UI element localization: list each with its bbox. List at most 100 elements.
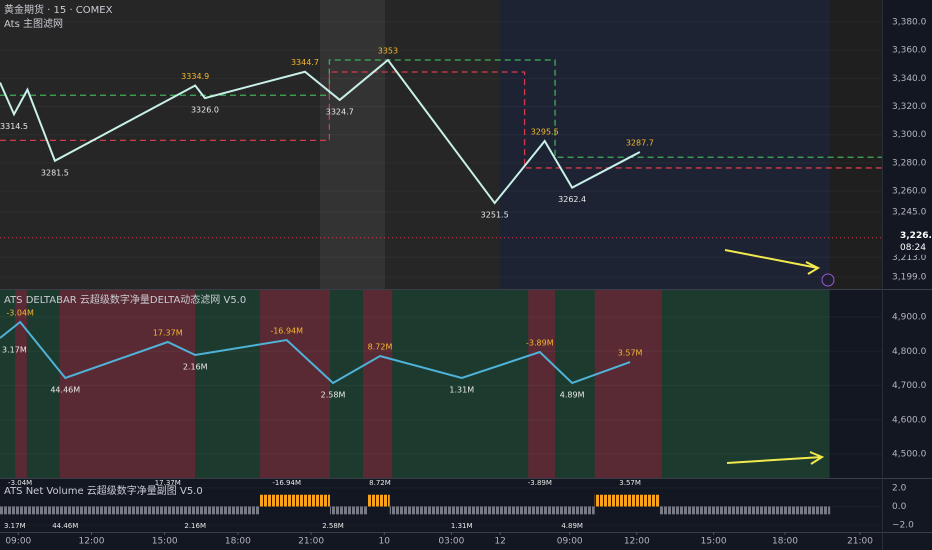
low-label: 2.58M [321,391,346,400]
high-label: 3353 [378,47,398,56]
top-label: 8.72M [369,479,391,487]
net-volume-bars [389,506,595,515]
zone [362,290,393,478]
high-label: 8.72M [368,343,393,352]
x-tick-label: 12 [494,537,505,547]
net-volume-bars [329,506,368,515]
y-tick-label: 3,245.0 [892,208,927,218]
high-label: 3287.7 [626,139,654,148]
bottom-label: 1.31M [451,522,473,530]
zone [59,290,196,478]
x-tick-label: 09:00 [557,537,583,547]
bottom-label: 2.16M [184,522,206,530]
high-label: -16.94M [270,327,303,336]
net-volume-bars [659,506,831,515]
annotation-arrow [726,451,825,465]
session-bg [830,0,882,289]
annotation-arrow [724,249,821,275]
y-tick-label: 4,700.0 [892,381,927,391]
pane-title: ATS Net Volume 云超级数字净量副图 V5.0 [4,484,203,497]
x-tick-label: 21:00 [847,537,873,547]
y-tick-label: 3,360.0 [892,46,927,56]
low-label: 2.16M [183,363,208,372]
y-tick-label: 3,213.0 [892,253,927,263]
chart-subtitle: Ats 主图滤网 [4,17,63,30]
high-label: 17.37M [153,329,183,338]
y-tick-label: 3,320.0 [892,102,927,112]
y-tick-label: 3,199.0 [892,273,927,283]
x-tick-label: 15:00 [701,537,727,547]
top-label: -3.89M [528,479,552,487]
countdown: 08:24 [900,243,926,253]
zone [528,290,556,478]
zone [15,290,27,478]
y-tick-label: 2.0 [892,483,907,493]
low-label: 3281.5 [41,168,69,177]
y-tick-label: 4,600.0 [892,415,927,425]
x-tick-label: 18:00 [772,537,798,547]
y-tick-label: 3,280.0 [892,158,927,168]
zone [259,290,330,478]
y-tick-label: 3,380.0 [892,17,927,27]
low-label: 3326.0 [191,106,219,115]
high-label: -3.04M [6,308,34,317]
chart-title: 黄金期货 · 15 · COMEX [4,3,113,16]
x-tick-label: 15:00 [152,537,178,547]
low-label: 44.46M [50,386,80,395]
y-tick-label: 0.0 [892,502,907,512]
high-label: 3295.5 [531,128,559,137]
level-line [0,71,882,169]
x-tick-label: 10 [379,537,391,547]
y-tick-label: 4,500.0 [892,450,927,460]
net-volume-bars [367,494,390,507]
x-tick-label: 12:00 [624,537,650,547]
low-label: 3.17M [2,345,27,354]
pane-title: ATS DELTABAR 云超级数字净量DELTA动态滤网 V5.0 [4,293,246,306]
net-volume-bars [259,494,330,507]
zone [594,290,662,478]
y-tick-label: −2.0 [892,521,914,531]
high-label: 3.57M [618,349,643,358]
top-label: -3.04M [8,479,32,487]
y-tick-label: 4,800.0 [892,347,927,357]
y-tick-label: 3,340.0 [892,74,927,84]
x-tick-label: 18:00 [225,537,251,547]
top-label: 17.37M [155,479,181,487]
high-label: 3334.9 [181,72,209,81]
session-bg [500,0,830,289]
x-tick-label: 21:00 [298,537,324,547]
x-tick-label: 12:00 [79,537,105,547]
low-label: 3314.5 [0,122,28,131]
x-tick-label: 03:00 [438,537,464,547]
last-price-label: 3,226.9 [900,231,932,241]
y-tick-label: 3,300.0 [892,130,927,140]
session-bg [385,0,500,289]
plot-layer: 3,199.0 3,213.0 3,245.0 3,260.0 3,280.0 3,300… [0,17,932,547]
net-volume-bars [594,494,660,507]
zigzag-line [0,58,641,205]
x-tick-label: 09:00 [5,537,31,547]
y-tick-label: 4,900.0 [892,312,927,322]
session-bg [320,0,385,289]
high-label: -3.89M [526,339,554,348]
low-label: 3251.5 [481,211,509,220]
alert-icon[interactable] [821,273,835,287]
high-label: 3344.7 [291,58,319,67]
bottom-label: 4.89M [561,522,583,530]
bottom-label: 2.58M [322,522,344,530]
low-label: 3262.4 [558,195,586,204]
level-line [0,59,882,158]
y-tick-label: 3,260.0 [892,187,927,197]
bottom-label: 44.46M [52,522,78,530]
top-label: 3.57M [619,479,641,487]
zigzag-line [0,320,631,385]
session-bg [0,0,320,289]
bottom-label: 3.17M [4,522,26,530]
low-label: 3324.7 [326,107,354,116]
top-label: -16.94M [272,479,301,487]
last-price-tag [883,228,931,255]
low-label: 4.89M [560,391,585,400]
low-label: 1.31M [449,386,474,395]
net-volume-bars [0,506,260,515]
